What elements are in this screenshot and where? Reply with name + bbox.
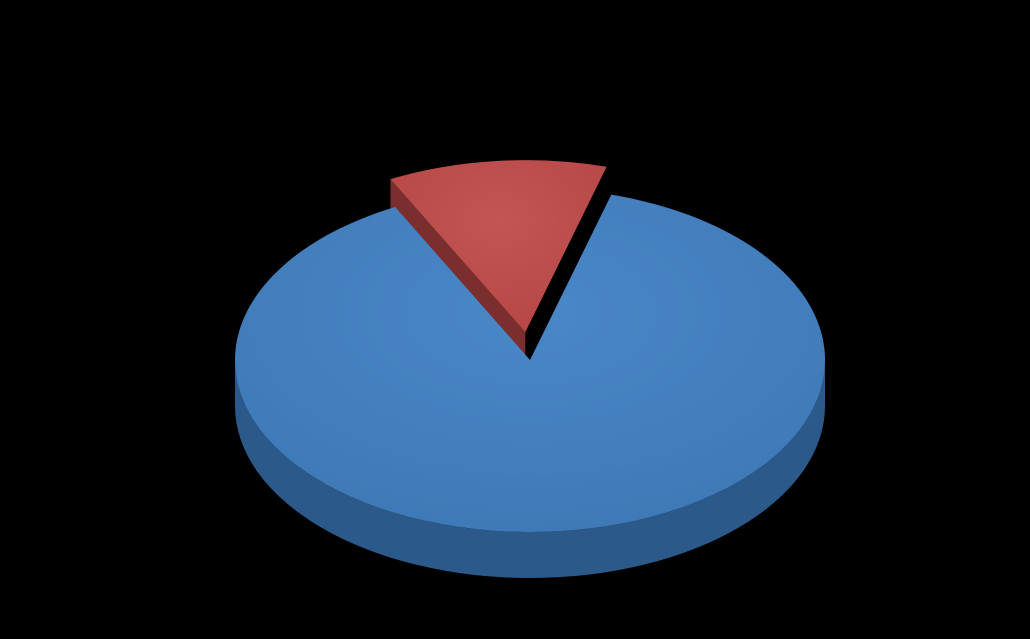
pie-chart-3d [0,0,1030,639]
